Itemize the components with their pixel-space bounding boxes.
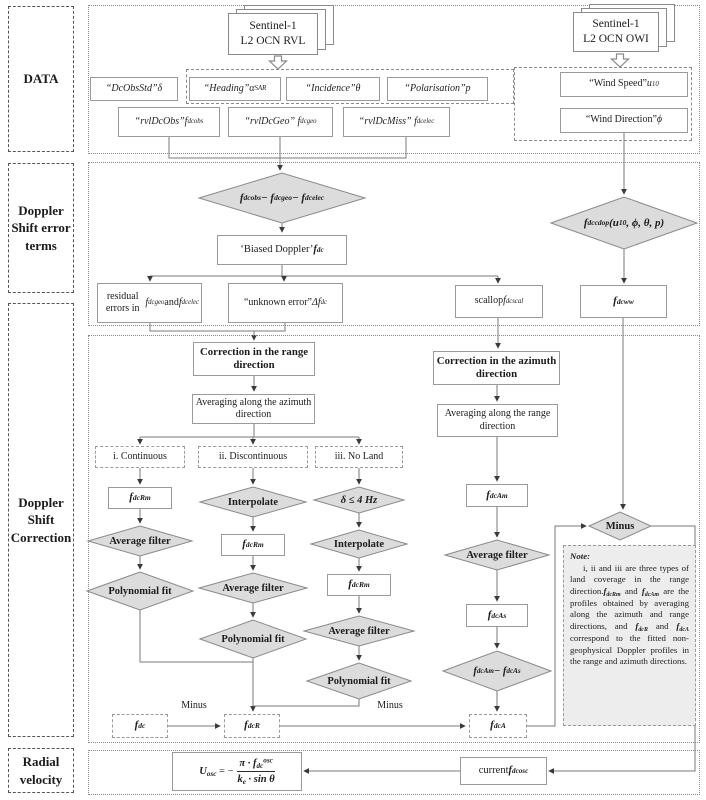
diamond-polynomial-fit-i	[85, 571, 195, 611]
node-fdcrm-iii: f dcRm	[327, 574, 391, 596]
node-branch-continuous: i. Continuous	[95, 446, 185, 468]
node-azimuth-correction-header: Correction in the azimuth direction	[433, 351, 560, 385]
node-dcobsstd: “DcObsStd”δ	[90, 77, 178, 101]
wire-residual-merge	[149, 323, 286, 332]
node-current-fosc: current f dc osc	[460, 757, 547, 785]
section-label-correction: Doppler Shift Correction	[8, 303, 74, 737]
diamond-interpolate-ii	[198, 486, 308, 518]
node-wind-speed: “Wind Speed” u 10	[560, 72, 688, 97]
minus-label-1: Minus	[181, 700, 207, 711]
formula-fraction: π · fdcosc ke · sin θ	[237, 756, 275, 786]
section-label-error-terms: Doppler Shift error terms	[8, 163, 74, 293]
node-fdcr: f dcR	[224, 714, 280, 738]
section-frame-error-terms	[88, 162, 700, 326]
diamond-fdcam-minus-fdcas	[441, 650, 553, 692]
rvl-doc-stack: Sentinel-1 L2 OCN RVL	[228, 13, 318, 55]
diamond-polynomial-fit-i-label: Polynomial fit	[108, 585, 172, 597]
diamond-average-filter-az	[443, 539, 551, 571]
diamond-polynomial-fit-iii	[305, 662, 413, 700]
note-title: Note:	[570, 551, 591, 561]
diamond-cdop	[549, 196, 699, 250]
section-label-error-terms-text: Doppler Shift error terms	[11, 202, 71, 253]
node-heading: “Heading”α SAR	[189, 77, 281, 101]
diamond-average-filter-i-label: Average filter	[109, 535, 171, 547]
note-box: Note: i, ii and iii are three types of l…	[563, 545, 696, 726]
formula-numerator: π · fdcosc	[239, 756, 273, 771]
node-biased-doppler: ‘Biased Doppler’ f dc	[217, 235, 347, 265]
formula-denominator: ke · sin θ	[237, 770, 275, 786]
node-fdcrm-ii: f dcRm	[221, 534, 285, 556]
wire-rvl-merge	[168, 137, 407, 159]
owi-title-line2: L2 OCN OWI	[583, 33, 649, 45]
node-averaging-range: Averaging along the range direction	[437, 404, 558, 437]
node-range-correction-header: Correction in the range direction	[193, 342, 315, 376]
node-rvldcobs: “rvlDcObs”f dc obs	[118, 107, 220, 137]
node-scallop: scallop f dc scal	[455, 285, 543, 318]
diamond-average-filter-ii	[197, 572, 309, 604]
diamond-interpolate-ii-label: Interpolate	[227, 496, 279, 508]
diamond-average-filter-az-label: Average filter	[466, 549, 528, 561]
section-label-data-text: DATA	[23, 71, 59, 87]
diamond-minus-label: Minus	[605, 520, 635, 532]
node-branch-noland: iii. No Land	[315, 446, 403, 468]
node-residual-errors: residual errors in f dc geo and f dc elec	[97, 283, 202, 323]
node-incidence: “Incidence”θ	[286, 77, 380, 101]
diamond-average-filter-ii-label: Average filter	[222, 582, 284, 594]
node-rvldcgeo: “rvlDcGeo” f dc geo	[228, 107, 333, 137]
node-wind-direction: “Wind Direction” ϕ	[560, 108, 688, 133]
diamond-average-filter-iii	[302, 615, 416, 647]
group-sar-params	[186, 69, 514, 104]
section-frame-correction	[88, 335, 700, 743]
diamond-obs-geo-elec	[197, 172, 367, 224]
rvl-title-line2: L2 OCN RVL	[240, 35, 306, 47]
diamond-fdcam-minus-fdcas-label: f dcAm − f dcAs	[473, 665, 521, 677]
node-branch-discontinuous: ii. Discontinuous	[198, 446, 308, 468]
diamond-cdop-label: f dc cdop (u 10, ϕ, θ, p)	[583, 217, 665, 229]
wire-iii-out	[253, 699, 360, 707]
diamond-average-filter-i	[86, 525, 194, 557]
diamond-minus	[587, 511, 653, 541]
wire-i-out	[139, 610, 253, 663]
diamond-interpolate-iii	[309, 529, 409, 559]
node-polarisation: “Polarisation”p	[387, 77, 488, 101]
section-label-radial: Radial velocity	[8, 748, 74, 793]
node-fdcas: f dcAs	[466, 604, 528, 627]
node-fdcam: f dcAm	[466, 484, 528, 507]
node-unknown-error: “unknown error” Δf dc	[228, 283, 343, 323]
down-arrow-icon	[267, 55, 289, 70]
diamond-average-filter-iii-label: Average filter	[328, 625, 390, 637]
wire-fdca-minus	[527, 523, 587, 727]
rvl-title-line1: Sentinel-1	[249, 20, 297, 33]
section-label-correction-text: Doppler Shift Correction	[10, 494, 72, 545]
down-arrow-icon	[609, 53, 631, 68]
section-label-data: DATA	[8, 6, 74, 152]
diamond-polynomial-fit-ii-label: Polynomial fit	[221, 633, 285, 645]
node-fdcrm-i: f dcRm	[108, 487, 172, 509]
diamond-delta-condition	[312, 486, 406, 514]
diamond-polynomial-fit-ii	[198, 619, 308, 659]
minus-label-2: Minus	[377, 700, 403, 711]
node-fww: f dc ww	[580, 285, 667, 318]
owi-title-line1: Sentinel-1	[592, 18, 640, 31]
node-averaging-azimuth: Averaging along the azimuth direction	[192, 394, 315, 424]
diamond-polynomial-fit-iii-label: Polynomial fit	[327, 675, 391, 687]
group-wind-params	[514, 67, 692, 141]
section-frame-data	[88, 5, 700, 154]
diamond-obs-geo-elec-label: f dc obs − f dc geo − f dc elec	[239, 192, 325, 204]
node-fdca: f dcA	[469, 714, 527, 738]
node-fdc: f dc	[112, 714, 168, 738]
node-rvldcmiss: “rvlDcMiss” f dc elec	[343, 107, 450, 137]
diamond-delta-condition-label: δ ≤ 4 Hz	[340, 494, 378, 506]
section-frame-radial	[88, 750, 700, 795]
node-uosc-formula: Uosc = − π · fdcosc ke · sin θ	[172, 752, 302, 791]
owi-doc-stack: Sentinel-1 L2 OCN OWI	[573, 12, 659, 52]
diamond-interpolate-iii-label: Interpolate	[333, 538, 385, 550]
section-label-radial-text: Radial velocity	[19, 753, 63, 787]
formula-lhs: Uosc = −	[199, 765, 234, 779]
note-body: i, ii and iii are three types of land co…	[570, 562, 689, 667]
